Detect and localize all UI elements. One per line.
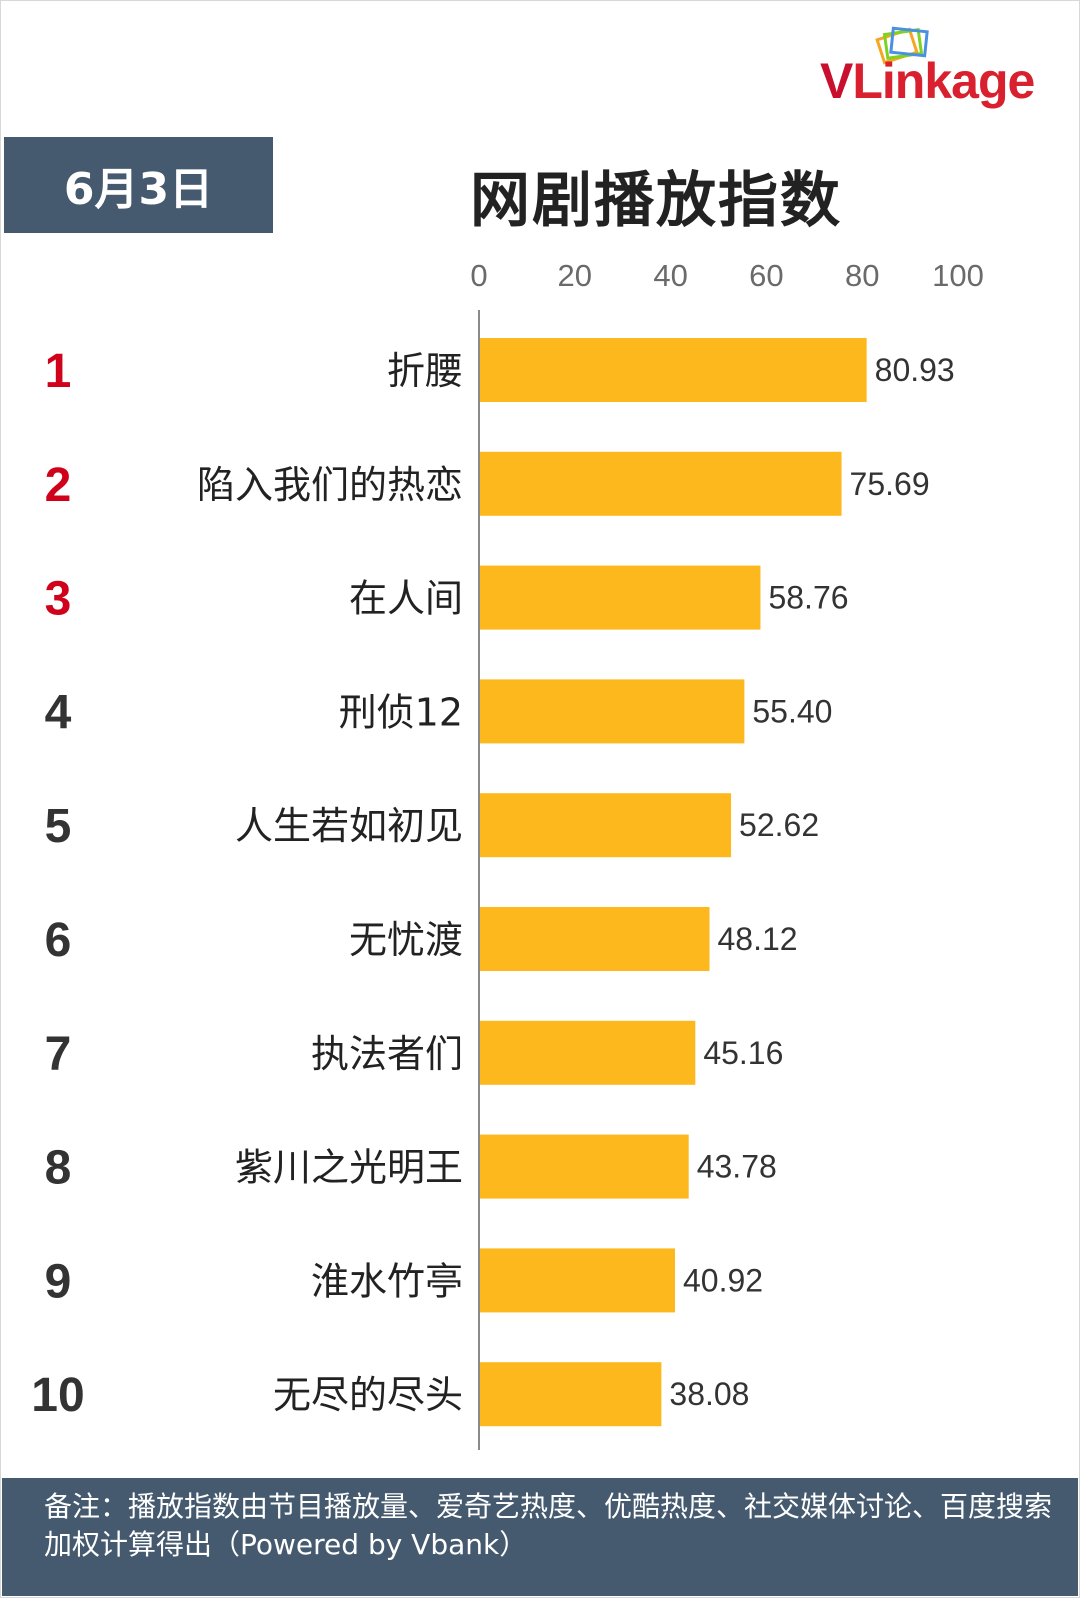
bar — [480, 1248, 676, 1313]
bar-chart: 0 20 40 60 80 100 1 折腰 80.93 2 陷入我们的热恋 75.69 3 在人间 58.… — [31, 258, 984, 1450]
x-tick-label: 60 — [749, 258, 783, 293]
rank-label: 5 — [45, 800, 72, 853]
value-label: 80.93 — [875, 352, 955, 388]
value-label: 52.62 — [739, 807, 819, 843]
vlinkage-logo: VLinkage — [820, 20, 1070, 120]
footer-note: 备注：播放指数由节目播放量、爱奇艺热度、优酷热度、社交媒体讨论、百度搜索加权计算… — [44, 1490, 1053, 1561]
value-label: 43.78 — [697, 1149, 777, 1185]
category-label: 无忧渡 — [349, 918, 463, 962]
bar — [480, 793, 732, 858]
logo-cards-icon — [875, 26, 929, 65]
rank-label: 2 — [45, 459, 72, 512]
x-tick-label: 100 — [932, 258, 984, 293]
date-badge: 6月3日 — [4, 137, 273, 233]
rank-label: 9 — [45, 1255, 72, 1308]
bar — [480, 451, 842, 516]
bar — [480, 907, 710, 971]
rank-label: 4 — [45, 686, 72, 739]
value-label: 45.16 — [703, 1035, 783, 1071]
x-tick-label: 80 — [845, 258, 879, 293]
category-label: 淮水竹亭 — [311, 1259, 463, 1303]
value-label: 40.92 — [683, 1262, 763, 1298]
rank-label: 1 — [45, 345, 72, 398]
bar — [480, 565, 761, 630]
value-label: 58.76 — [768, 580, 848, 616]
chart-title: 网剧播放指数 — [470, 166, 842, 236]
value-label: 75.69 — [850, 466, 930, 502]
category-label: 刑侦12 — [339, 690, 463, 734]
category-label: 在人间 — [349, 577, 463, 621]
rank-label: 3 — [45, 573, 72, 626]
category-label: 折腰 — [387, 349, 463, 393]
logo-text: VLinkage — [820, 53, 1035, 109]
category-label: 人生若如初见 — [235, 804, 463, 848]
value-label: 38.08 — [669, 1376, 749, 1412]
bar — [480, 1134, 689, 1199]
x-tick-label: 40 — [653, 258, 687, 293]
category-label: 执法者们 — [311, 1032, 463, 1076]
category-label: 紫川之光明王 — [235, 1146, 463, 1190]
category-label: 无尽的尽头 — [273, 1373, 463, 1417]
category-label: 陷入我们的热恋 — [197, 463, 463, 507]
rank-label: 6 — [45, 914, 72, 967]
rank-label: 7 — [45, 1028, 72, 1081]
rank-label: 8 — [45, 1142, 72, 1195]
bar — [480, 338, 867, 402]
footer-note-box: 备注：播放指数由节目播放量、爱奇艺热度、优酷热度、社交媒体讨论、百度搜索加权计算… — [2, 1478, 1078, 1596]
value-label: 55.40 — [752, 693, 832, 729]
date-text: 6月3日 — [63, 164, 214, 215]
bar — [480, 1020, 696, 1085]
x-tick-label: 0 — [470, 258, 487, 293]
value-label: 48.12 — [717, 921, 797, 957]
x-tick-label: 20 — [558, 258, 592, 293]
bar — [480, 679, 745, 744]
bar — [480, 1362, 662, 1427]
rank-label: 10 — [31, 1369, 84, 1422]
